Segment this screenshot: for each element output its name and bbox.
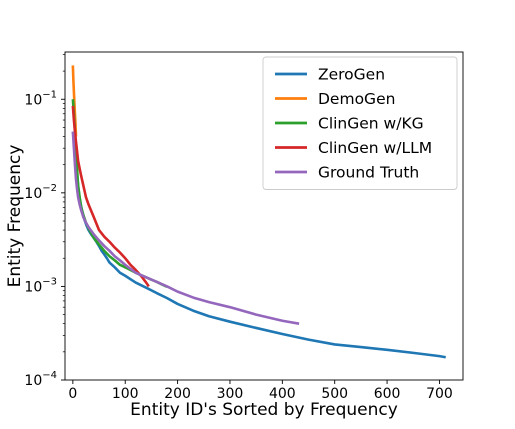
y-tick-label: 10−3	[24, 276, 57, 295]
x-tick-label: 400	[269, 386, 296, 402]
x-tick-label: 600	[374, 386, 401, 402]
x-tick-label: 500	[321, 386, 348, 402]
x-tick-label: 0	[68, 386, 77, 402]
y-axis-ticks: 10−4 10−3 10−2 10−1	[24, 54, 65, 389]
x-axis-label: Entity ID's Sorted by Frequency	[130, 400, 398, 420]
x-axis-ticks: 0 100 200 300 400 500 600 700	[68, 380, 453, 402]
x-tick-label: 700	[426, 386, 453, 402]
x-tick-label: 300	[217, 386, 244, 402]
legend-label-1: ZeroGen	[318, 66, 385, 84]
series-line-4	[71, 105, 150, 288]
x-tick-label: 100	[112, 386, 139, 402]
y-tick-label: 10−2	[24, 183, 57, 202]
legend-box	[262, 56, 458, 190]
y-tick-label: 10−1	[24, 89, 57, 108]
legend-label-3: ClinGen w/KG	[318, 115, 424, 133]
legend-label-2: DemoGen	[318, 90, 395, 108]
legend-label-4: ClinGen w/LLM	[318, 139, 432, 157]
legend-label-5: Ground Truth	[318, 164, 419, 182]
x-tick-label: 200	[164, 386, 191, 402]
y-axis-label: Entity Frequency	[5, 145, 25, 288]
y-tick-label: 10−4	[24, 370, 57, 389]
axes-frame	[64, 51, 464, 381]
series-layer	[71, 65, 446, 359]
series-line-5	[71, 131, 300, 325]
legend: ZeroGen DemoGen ClinGen w/KG ClinGen w/LLM G…	[262, 56, 458, 190]
